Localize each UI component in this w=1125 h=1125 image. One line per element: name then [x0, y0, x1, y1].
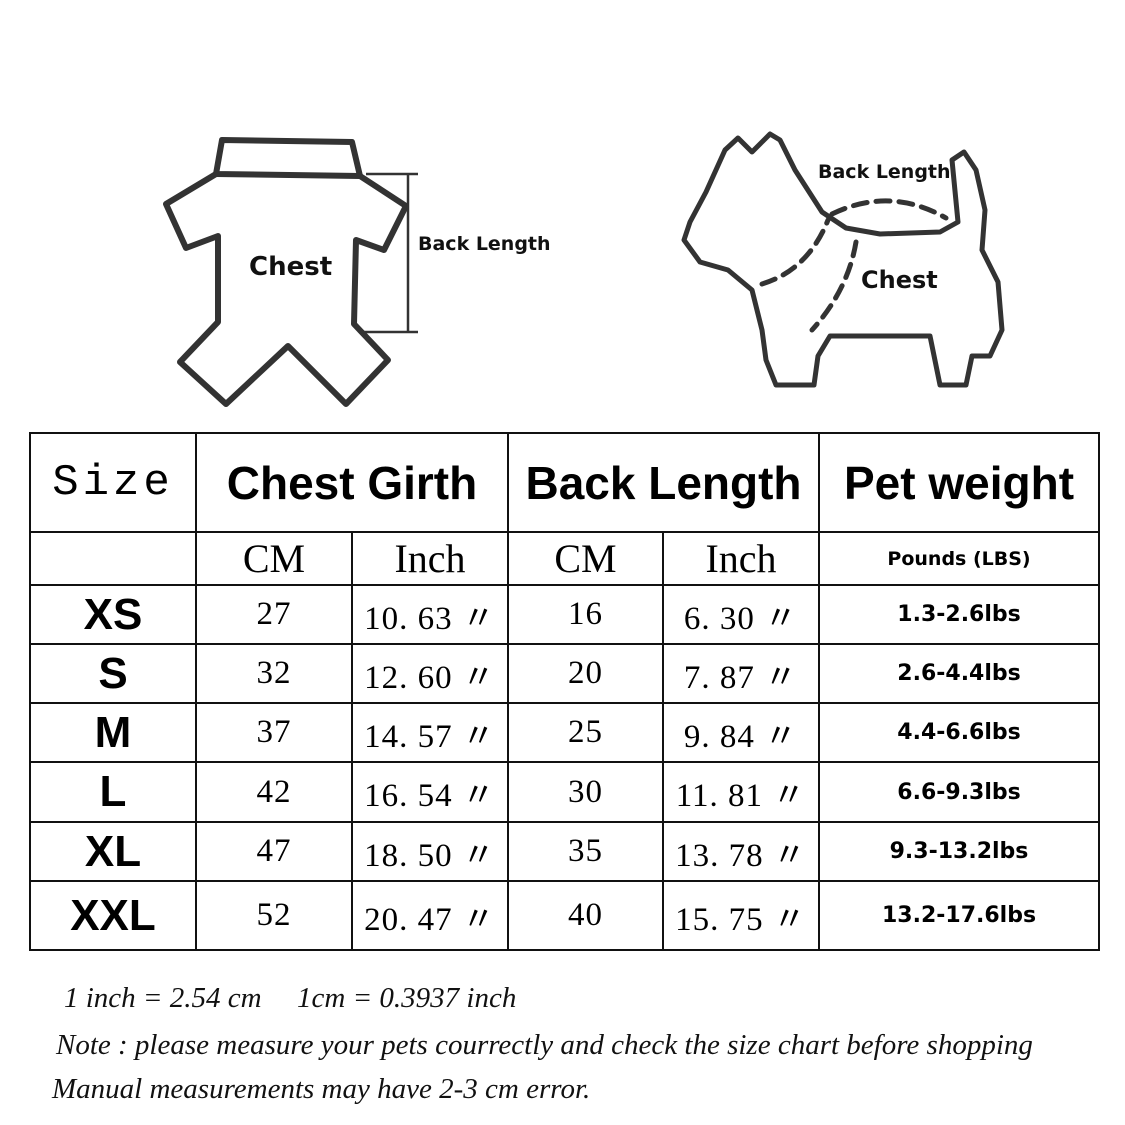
dog-diagram [681, 131, 1005, 388]
cell-chest-cm: 32 [195, 643, 353, 704]
table-row: XS 27 10. 63 〃 16 6. 30 〃 1.3-2.6lbs [29, 584, 1101, 645]
back-length-measure [360, 172, 418, 334]
dog-back-length-label: Back Length [818, 161, 951, 183]
illustrations [163, 131, 1005, 407]
cell-chest-cm: 52 [195, 880, 353, 951]
cell-size: XS [29, 584, 197, 645]
conversion-inch-to-cm: 1 inch = 2.54 cm [64, 982, 262, 1014]
garment-collar [213, 137, 363, 179]
size-chart-table: Size Chest Girth Back Length Pet weight … [29, 432, 1101, 951]
cell-back-cm: 40 [507, 880, 664, 951]
cell-back-cm: 35 [507, 821, 664, 882]
table-row: XXL 52 20. 47 〃 40 15. 75 〃 13.2-17.6lbs [29, 880, 1101, 951]
cell-back-inch: 7. 87 〃 [661, 643, 821, 704]
subheader-back-cm: CM [507, 531, 664, 586]
dog-outline [681, 131, 1005, 388]
error-note: Manual measurements may have 2-3 cm erro… [52, 1073, 591, 1105]
cell-back-cm: 20 [507, 643, 664, 704]
garment-chest-label: Chest [249, 252, 333, 282]
header-row: Size Chest Girth Back Length Pet weight [29, 432, 1101, 533]
table-row: M 37 14. 57 〃 25 9. 84 〃 4.4-6.6lbs [29, 702, 1101, 763]
cell-size: XXL [29, 880, 197, 951]
dog-back-length-dashed [829, 198, 949, 221]
cell-back-inch: 15. 75 〃 [661, 880, 821, 951]
cell-back-cm: 25 [507, 702, 664, 763]
garment-diagram [163, 137, 409, 407]
garment-back-length-label: Back Length [418, 233, 551, 255]
dog-neck-dashed [759, 217, 831, 287]
cell-size: S [29, 643, 197, 704]
cell-weight: 13.2-17.6lbs [818, 880, 1101, 951]
cell-chest-cm: 37 [195, 702, 353, 763]
cell-size: XL [29, 821, 197, 882]
subheader-weight-unit: Pounds (LBS) [818, 531, 1101, 586]
cell-back-inch: 11. 81 〃 [661, 761, 821, 823]
cell-size: L [29, 761, 197, 823]
cell-chest-inch: 20. 47 〃 [351, 880, 509, 951]
cell-weight: 1.3-2.6lbs [818, 584, 1101, 645]
cell-chest-inch: 18. 50 〃 [351, 821, 509, 882]
subheader-empty [29, 531, 197, 586]
subheader-chest-inch: Inch [351, 531, 509, 586]
subheader-row: CM Inch CM Inch Pounds (LBS) [29, 531, 1101, 586]
dog-chest-label: Chest [861, 266, 938, 294]
dog-chest-dashed [809, 239, 859, 333]
header-chest-girth: Chest Girth [195, 432, 509, 533]
table-row: XL 47 18. 50 〃 35 13. 78 〃 9.3-13.2lbs [29, 821, 1101, 882]
header-back-length: Back Length [506, 432, 821, 533]
garment-body [163, 171, 409, 407]
subheader-chest-cm: CM [195, 531, 353, 586]
cell-chest-cm: 42 [195, 761, 353, 823]
cell-back-cm: 16 [507, 584, 664, 645]
cell-chest-inch: 10. 63 〃 [351, 584, 509, 645]
cell-weight: 9.3-13.2lbs [818, 821, 1101, 882]
cell-chest-inch: 14. 57 〃 [351, 702, 509, 763]
header-size: Size [29, 432, 197, 533]
cell-chest-cm: 27 [195, 584, 353, 645]
cell-weight: 4.4-6.6lbs [818, 702, 1101, 763]
conversion-cm-to-inch: 1cm = 0.3937 inch [297, 982, 517, 1014]
cell-back-cm: 30 [507, 761, 664, 823]
cell-size: M [29, 702, 197, 763]
cell-weight: 2.6-4.4lbs [818, 643, 1101, 704]
table-row: L 42 16. 54 〃 30 11. 81 〃 6.6-9.3lbs [29, 761, 1101, 823]
subheader-back-inch: Inch [661, 531, 821, 586]
cell-chest-inch: 12. 60 〃 [351, 643, 509, 704]
cell-chest-cm: 47 [195, 821, 353, 882]
cell-chest-inch: 16. 54 〃 [351, 761, 509, 823]
cell-weight: 6.6-9.3lbs [818, 761, 1101, 823]
cell-back-inch: 13. 78 〃 [661, 821, 821, 882]
measure-note: Note : please measure your pets courrect… [56, 1029, 1033, 1061]
table-row: S 32 12. 60 〃 20 7. 87 〃 2.6-4.4lbs [29, 643, 1101, 704]
header-pet-weight: Pet weight [818, 432, 1101, 533]
cell-back-inch: 6. 30 〃 [661, 584, 821, 645]
cell-back-inch: 9. 84 〃 [661, 702, 821, 763]
